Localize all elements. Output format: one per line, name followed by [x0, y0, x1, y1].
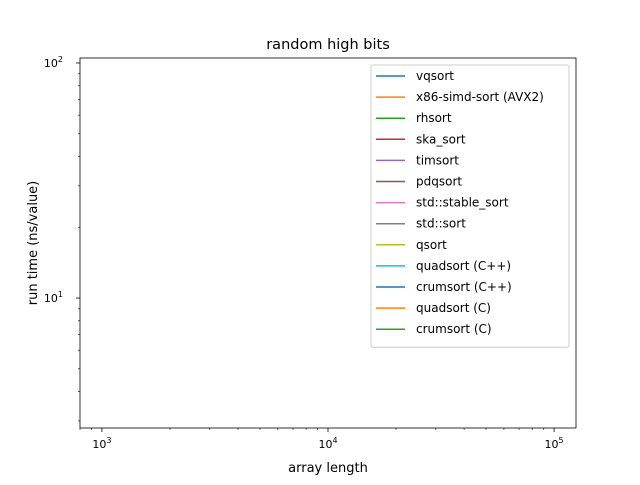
x-tick-base: 10 [92, 438, 106, 451]
legend-label-11: quadsort (C) [416, 301, 491, 315]
x-tick-exponent: 3 [106, 436, 111, 445]
y-tick-label: 102 [44, 55, 63, 70]
legend-label-4: timsort [416, 153, 459, 167]
legend-label-1: x86-simd-sort (AVX2) [416, 90, 544, 104]
x-tick-exponent: 5 [559, 436, 564, 445]
y-tick-exponent: 2 [58, 55, 63, 64]
legend-label-12: crumsort (C) [416, 322, 492, 336]
y-tick-exponent: 1 [58, 290, 63, 299]
legend-label-0: vqsort [416, 69, 454, 83]
x-tick-label: 104 [318, 436, 337, 451]
legend-label-3: ska_sort [416, 132, 466, 146]
x-tick-label: 103 [92, 436, 111, 451]
x-tick-base: 10 [318, 438, 332, 451]
y-tick-label: 101 [44, 290, 63, 305]
x-tick-base: 10 [545, 438, 559, 451]
legend-label-5: pdqsort [416, 175, 462, 189]
chart-title: random high bits [266, 37, 390, 53]
legend-label-6: std::stable_sort [416, 196, 509, 210]
legend-label-8: qsort [416, 238, 447, 252]
x-tick-label: 105 [545, 436, 564, 451]
x-tick-exponent: 4 [332, 436, 337, 445]
y-axis-label: run time (ns/value) [26, 181, 41, 306]
legend-label-2: rhsort [416, 111, 452, 125]
y-tick-base: 10 [44, 57, 58, 70]
legend: vqsort x86-simd-sort (AVX2) rhsort ska_sort… [370, 64, 570, 348]
y-tick-base: 10 [44, 292, 58, 305]
x-axis-label: array length [288, 461, 368, 476]
legend-label-10: crumsort (C++) [416, 280, 512, 294]
legend-box [370, 64, 570, 348]
legend-label-9: quadsort (C++) [416, 259, 511, 273]
legend-label-7: std::sort [416, 217, 466, 231]
plot-frame [79, 57, 577, 429]
